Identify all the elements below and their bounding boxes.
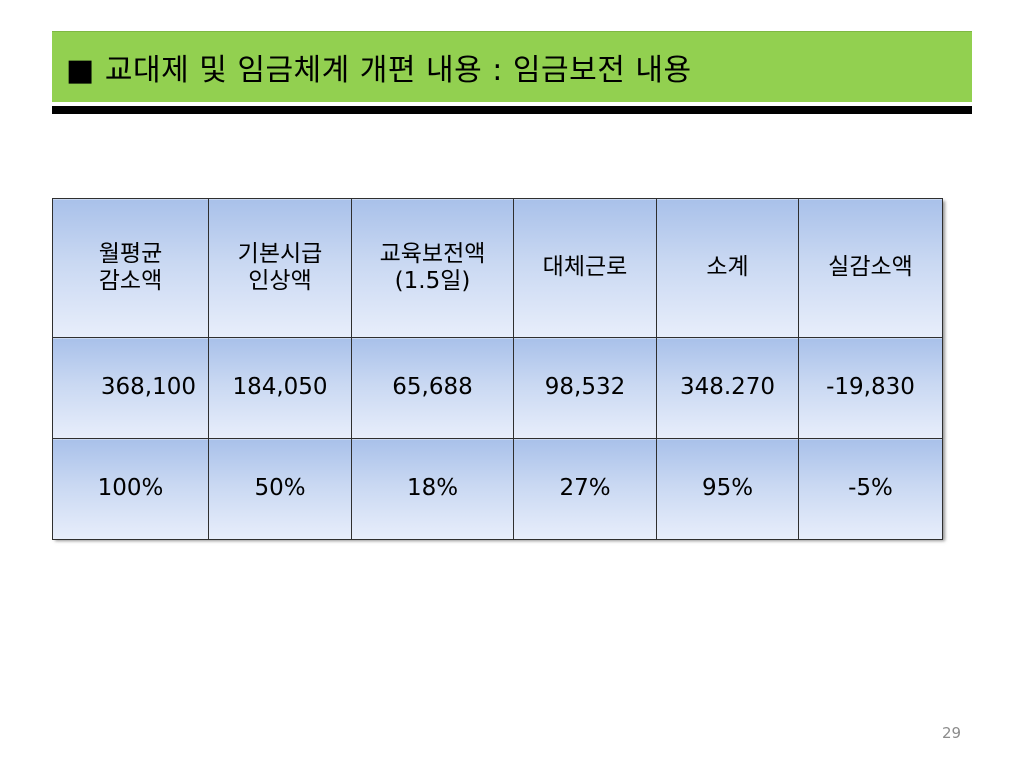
table-cell: 348.270 [656,337,799,439]
table-header-row: 월평균 감소액 기본시급 인상액 교육보전액 (1.5일) 대체근로 소계 [52,198,943,338]
table-row-percents: 100% 50% 18% 27% 95% -5% [52,438,943,540]
table-cell: 50% [208,438,352,540]
title-bar: ■ 교대제 및 임금체계 개편 내용 : 임금보전 내용 [52,31,972,102]
header-line: 감소액 [98,268,163,294]
header-line: (1.5일) [394,268,471,294]
table-cell: -5% [798,438,943,540]
table-row-amounts: 368,100 184,050 65,688 98,532 348.270 -1… [52,337,943,439]
table-cell: 368,100 [52,337,209,439]
table-cell: 65,688 [351,337,514,439]
header-line: 인상액 [248,268,312,294]
wage-table: 월평균 감소액 기본시급 인상액 교육보전액 (1.5일) 대체근로 소계 [52,198,943,540]
page-number: 29 [942,724,962,742]
header-cell: 교육보전액 (1.5일) [351,198,514,338]
header-line: 실감소액 [828,254,913,281]
header-cell: 월평균 감소액 [52,198,209,338]
header-line: 월평균 [98,240,163,267]
header-cell: 소계 [656,198,799,338]
header-line: 대체근로 [542,254,628,281]
header-cell: 실감소액 [798,198,943,338]
table-cell: 27% [513,438,657,540]
table-cell: 18% [351,438,514,540]
slide-title: ■ 교대제 및 임금체계 개편 내용 : 임금보전 내용 [66,53,692,88]
header-line: 소계 [706,254,749,281]
table-cell: -19,830 [798,337,943,439]
header-cell: 기본시급 인상액 [208,198,352,338]
table-cell: 98,532 [513,337,657,439]
table-cell: 184,050 [208,337,352,439]
table-cell: 95% [656,438,799,540]
header-line: 기본시급 [237,240,323,267]
title-underline [52,106,972,114]
table-cell: 100% [52,438,209,540]
header-line: 교육보전액 [379,240,486,267]
header-cell: 대체근로 [513,198,657,338]
